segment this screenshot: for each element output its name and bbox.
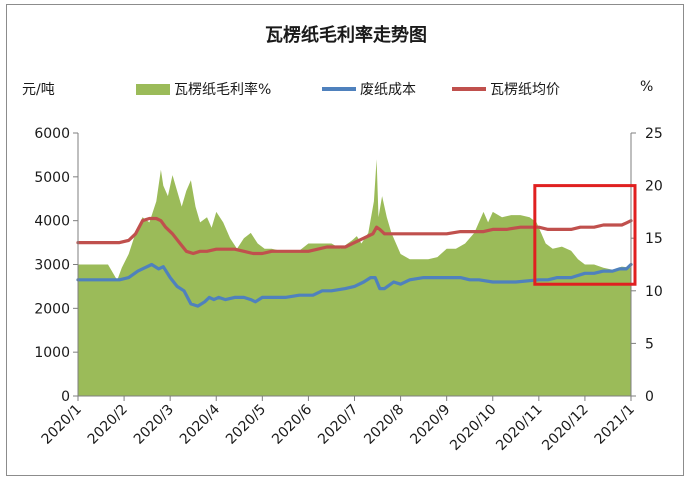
y-left-tick-label: 2000 <box>34 301 70 317</box>
y-right-tick-label: 15 <box>645 231 663 247</box>
legend-swatch-red-line <box>452 87 486 91</box>
x-tick-label: 2021/1 <box>592 402 638 448</box>
x-tick-label: 2020/4 <box>177 401 223 447</box>
y-left-tick-label: 1000 <box>34 345 70 361</box>
chart-frame <box>6 4 684 476</box>
series-area-0 <box>78 159 631 396</box>
y-left-tick-label: 6000 <box>34 126 70 142</box>
legend-label-price: 瓦楞纸均价 <box>490 82 560 98</box>
legend-swatch-blue-line <box>322 87 356 91</box>
chart-title: 瓦楞纸毛利率走势图 <box>265 25 427 46</box>
y-left-tick-label: 3000 <box>34 258 70 274</box>
legend-item-waste-paper: 废纸成本 <box>322 79 416 99</box>
legend-label-margin: 瓦楞纸毛利率% <box>174 82 272 98</box>
y-right-tick-label: 5 <box>645 336 654 352</box>
y-left-tick-label: 0 <box>61 389 70 405</box>
x-tick-label: 2020/9 <box>407 402 453 448</box>
legend-label-waste-paper: 废纸成本 <box>360 82 416 98</box>
x-tick-label: 2020/6 <box>269 401 315 447</box>
y-left-tick-label: 5000 <box>34 170 70 186</box>
series-line-1 <box>76 262 633 308</box>
left-axis-unit: 元/吨 <box>22 82 55 98</box>
x-tick-label: 2020/11 <box>493 402 545 454</box>
right-axis-unit: % <box>640 79 654 95</box>
x-tick-label: 2020/10 <box>447 402 499 454</box>
y-right-tick-label: 25 <box>645 126 663 142</box>
legend-item-margin: 瓦楞纸毛利率% <box>136 79 271 99</box>
x-tick-label: 2020/7 <box>315 402 361 448</box>
series-line-2 <box>76 216 633 256</box>
x-tick-label: 2020/12 <box>539 402 591 454</box>
x-tick-label: 2020/1 <box>39 402 85 448</box>
highlight-box <box>533 184 637 286</box>
x-tick-label: 2020/2 <box>85 402 131 448</box>
x-tick-label: 2020/5 <box>223 402 269 448</box>
legend-swatch-area <box>136 83 170 95</box>
y-right-tick-label: 0 <box>645 389 654 405</box>
y-right-tick-label: 10 <box>645 284 663 300</box>
legend-item-price: 瓦楞纸均价 <box>452 79 560 99</box>
y-left-tick-label: 4000 <box>34 214 70 230</box>
y-right-tick-label: 20 <box>645 179 663 195</box>
x-tick-label: 2020/3 <box>131 402 177 448</box>
x-tick-label: 2020/8 <box>361 402 407 448</box>
